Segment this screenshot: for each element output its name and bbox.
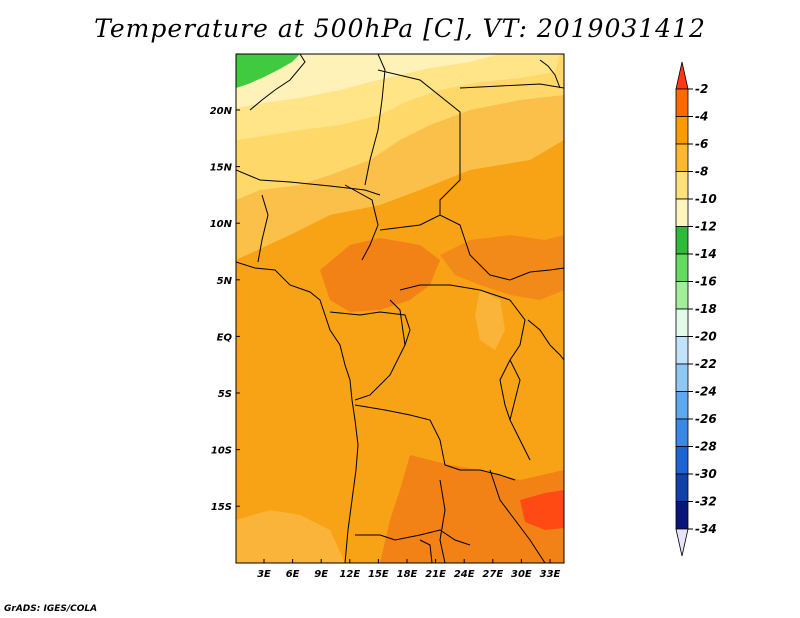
border-8 [379, 214, 564, 281]
lat-label: 15S [211, 502, 232, 513]
shade-patch-minus2 [520, 490, 564, 530]
colorbar-segment [675, 88, 689, 117]
colorbar-label: -30 [695, 467, 717, 481]
red-sea-coast [539, 59, 561, 89]
lon-label: 21E [425, 569, 446, 580]
map-title: Temperature at 500hPa [C], VT: 201903141… [94, 14, 706, 43]
lon-label: 27E [482, 569, 503, 580]
plot-frame [235, 53, 565, 564]
coastlines-borders [236, 54, 564, 563]
colorbar-label: -4 [695, 110, 708, 124]
colorbar-label: -28 [695, 440, 717, 454]
shade-band-minus14 [236, 54, 300, 88]
grads-credit: GrADS: IGES/COLA [4, 604, 98, 614]
colorbar-label: -24 [695, 385, 717, 399]
colorbar-label: -2 [695, 82, 708, 96]
lat-label: 10S [211, 446, 232, 457]
colorbar [675, 61, 689, 557]
colorbar-label: -26 [695, 412, 717, 426]
colorbar-segment [675, 226, 689, 255]
colorbar-label: -20 [695, 330, 717, 344]
shade-patch-minus4-east [440, 235, 564, 300]
lon-label: 30E [511, 569, 532, 580]
border-14 [439, 479, 446, 563]
lat-label: 5S [218, 389, 232, 400]
border-15 [489, 469, 546, 563]
axis-ticks [236, 109, 551, 563]
shade-patch-light-east [475, 290, 505, 350]
colorbar-label: -6 [695, 137, 708, 151]
lon-label: 24E [454, 569, 475, 580]
colorbar-bottom-arrow [675, 528, 689, 557]
border-5 [236, 169, 381, 196]
lat-label: 10N [210, 219, 233, 230]
border-6 [257, 194, 269, 263]
colorbar-label: -34 [695, 522, 717, 536]
border-9 [329, 311, 411, 346]
border-3 [377, 69, 461, 215]
border-11 [399, 284, 526, 421]
lon-label: 18E [397, 569, 418, 580]
border-4 [459, 83, 564, 89]
colorbar-label: -32 [695, 495, 717, 509]
colorbar-segment [675, 198, 689, 227]
latitude-labels: 20N 15N 10N 5N EQ 5S 10S 15S [210, 106, 233, 513]
colorbar-segment [675, 143, 689, 172]
shade-patch-minus4-south [380, 455, 564, 563]
colorbar-segment [675, 501, 689, 530]
border-2 [249, 54, 306, 111]
border-13 [355, 529, 471, 546]
colorbar-segment [675, 171, 689, 200]
lat-label: 15N [210, 163, 233, 174]
temperature-field [236, 54, 564, 563]
border-12 [354, 404, 516, 481]
lat-label: 5N [217, 276, 233, 287]
colorbar-segment [675, 446, 689, 475]
shade-patch-minus6-sw [236, 510, 345, 563]
border-7 [344, 184, 379, 261]
west-africa-coastline [236, 261, 359, 563]
lake-victoria [527, 319, 564, 361]
border-16 [419, 539, 433, 563]
border-1 [364, 54, 386, 186]
lon-label: 3E [257, 569, 271, 580]
colorbar-label: -12 [695, 220, 717, 234]
lon-label: 33E [540, 569, 561, 580]
colorbar-segment [675, 116, 689, 145]
colorbar-segment [675, 308, 689, 337]
border-10 [354, 299, 406, 401]
colorbar-label: -22 [695, 357, 717, 371]
longitude-labels: 3E 6E 9E 12E 15E 18E 21E 24E 27E 30E 33E [257, 569, 560, 580]
colorbar-labels: -2 -4 -6 -8 -10 -12 -14 -16 -18 -20 -22 -24 -26 -28 -3… [688, 82, 717, 536]
lake-border [509, 359, 531, 461]
lon-label: 15E [368, 569, 389, 580]
colorbar-segment [675, 281, 689, 310]
colorbar-segment [675, 391, 689, 420]
colorbar-segment [675, 363, 689, 392]
colorbar-label: -18 [695, 302, 717, 316]
lat-label: EQ [217, 332, 233, 343]
colorbar-label: -8 [695, 165, 708, 179]
shade-patch-minus4-central [320, 238, 440, 312]
colorbar-label: -10 [695, 192, 717, 206]
colorbar-segment [675, 418, 689, 447]
colorbar-segment [675, 473, 689, 502]
shade-band-minus12 [236, 54, 500, 108]
colorbar-label: -14 [695, 247, 717, 261]
lon-label: 9E [314, 569, 328, 580]
colorbar-label: -16 [695, 275, 717, 289]
lon-label: 6E [286, 569, 300, 580]
colorbar-segment [675, 253, 689, 282]
colorbar-top-arrow [675, 61, 689, 90]
lat-label: 20N [210, 106, 233, 117]
lon-label: 12E [339, 569, 360, 580]
colorbar-segment [675, 336, 689, 365]
